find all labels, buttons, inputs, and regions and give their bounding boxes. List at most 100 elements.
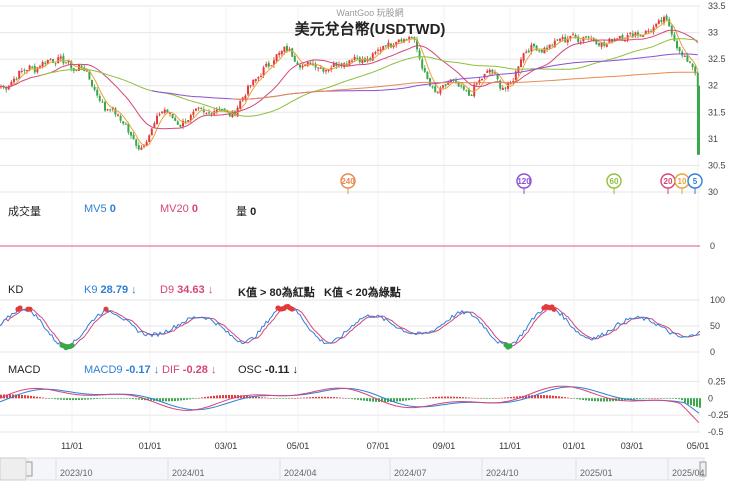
osc-bar — [117, 398, 119, 399]
osc-bar — [495, 398, 497, 399]
candle-body — [395, 41, 398, 46]
candle-body — [384, 45, 387, 47]
osc-bar — [459, 396, 461, 399]
macd-panel-label: MACD — [8, 364, 40, 376]
kd-tick-label: 50 — [710, 321, 720, 331]
candle-body — [426, 71, 429, 80]
candle-body — [522, 53, 525, 61]
price-axis-ticks: 33.5 33 32.5 32 31.5 31 30.5 30 — [708, 1, 726, 197]
osc-bar — [600, 398, 602, 402]
osc-bar — [30, 395, 32, 399]
candle-body — [618, 36, 621, 39]
osc-bar — [312, 397, 314, 399]
x-tick-label: 11/01 — [61, 441, 83, 451]
candle-body — [520, 59, 522, 68]
candle-body — [353, 56, 356, 60]
candle-body — [293, 55, 296, 62]
osc-bar — [303, 397, 305, 399]
candle-body — [455, 80, 457, 82]
osc-bar — [603, 398, 605, 402]
osc-bar — [75, 398, 77, 401]
candle-body — [436, 92, 439, 94]
d-value: 34.63 — [177, 284, 205, 296]
osc-bar — [186, 398, 188, 400]
candle-body — [208, 112, 210, 114]
osc-bar — [537, 395, 539, 399]
candle-body — [460, 85, 463, 87]
candle-body — [431, 86, 434, 88]
candle-body — [145, 141, 148, 147]
navigator-tick-label: 2024/10 — [486, 468, 519, 478]
osc-bar — [582, 398, 584, 400]
scrollbar-left-button[interactable] — [0, 457, 27, 481]
candle-body — [202, 109, 205, 113]
candle-body — [507, 83, 509, 89]
osc-bar — [534, 395, 536, 399]
candle-body — [582, 37, 585, 42]
candle-body — [80, 65, 83, 68]
osc-bar — [348, 398, 350, 399]
candle-body — [184, 121, 187, 123]
osc-bar — [336, 397, 338, 399]
osc-bar — [84, 398, 86, 400]
navigator-right-handle[interactable] — [699, 461, 707, 477]
mv20-legend: MV20 0 — [160, 203, 198, 215]
navigator-left-handle[interactable] — [25, 461, 33, 477]
osc-bar — [471, 397, 473, 399]
candle-body — [572, 34, 574, 36]
osc-bar — [105, 398, 107, 399]
osc-bar — [321, 396, 323, 399]
osc-bar — [357, 398, 359, 400]
osc-bar — [69, 398, 71, 401]
osc-bar — [558, 396, 560, 399]
candle-body — [57, 57, 60, 64]
osc-bar — [258, 397, 260, 399]
price-tick-label: 31 — [708, 134, 718, 144]
candle-body — [10, 81, 13, 86]
osc-bar — [432, 397, 434, 399]
osc-bar — [402, 398, 404, 401]
ma-marker-10: 10 — [674, 173, 690, 194]
candle-body — [119, 115, 122, 121]
osc-bar — [138, 398, 140, 400]
navigator-ticks: 2023/10 2024/01 2024/04 2024/07 2024/10 2025/… — [55, 458, 705, 480]
osc-bar — [219, 395, 221, 399]
candle-body — [585, 36, 587, 38]
candle-body — [332, 63, 335, 67]
macd-tick-label: -0.25 — [708, 410, 729, 420]
candle-body — [239, 100, 242, 109]
mv5-label: MV5 — [84, 203, 107, 215]
osc-bar — [699, 398, 701, 408]
candle-body — [514, 71, 517, 80]
candle-body — [634, 32, 637, 36]
candle-body — [483, 73, 486, 78]
candle-body — [418, 50, 421, 59]
osc-bar — [270, 398, 272, 399]
osc-bar — [201, 397, 203, 399]
osc-bar — [399, 398, 401, 402]
osc-bar — [93, 398, 95, 400]
candle-body — [166, 109, 169, 113]
osc-bar — [120, 398, 122, 399]
osc-bar — [246, 395, 248, 399]
osc-bar — [294, 398, 296, 399]
candle-body — [106, 109, 109, 111]
osc-bar — [567, 397, 569, 399]
kd-tick-label: 100 — [710, 295, 725, 305]
candle-body — [410, 37, 413, 39]
osc-bar — [267, 397, 269, 399]
ma-marker-circle — [687, 173, 703, 189]
osc-bar — [315, 396, 317, 399]
candle-body — [397, 39, 400, 42]
ma240-line — [232, 71, 698, 100]
candle-body — [416, 39, 418, 50]
candle-body — [447, 82, 450, 85]
osc-bar — [645, 398, 647, 399]
navigator-tick-label: 2025/01 — [580, 468, 613, 478]
ma-marker-60: 60 — [606, 173, 622, 194]
osc-bar — [660, 398, 662, 399]
candle-body — [325, 70, 327, 72]
osc-bar — [546, 395, 548, 399]
osc-bar — [435, 396, 437, 399]
candle-body — [67, 60, 70, 63]
